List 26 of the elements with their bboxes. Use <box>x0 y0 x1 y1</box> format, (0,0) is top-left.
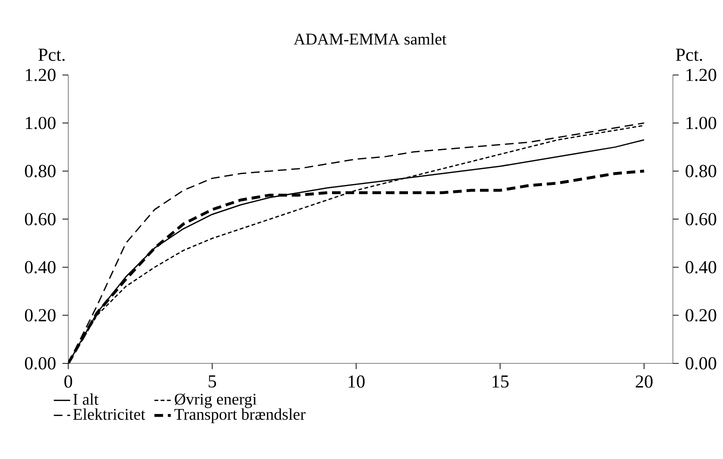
legend-label: Øvrig energi <box>174 393 257 408</box>
x-tick-label: 10 <box>348 375 365 388</box>
y-tick-label: 1.20 <box>26 68 56 81</box>
x-tick-label: 5 <box>208 375 216 388</box>
y-tick-label: 0.60 <box>24 212 56 226</box>
legend-label: Transport brændsler <box>174 408 306 423</box>
y-tick-label: 0.80 <box>24 164 56 178</box>
y2-tick-label: 0.60 <box>686 212 716 226</box>
y2-axis-title: Pct. <box>676 48 702 61</box>
chart-title: ADAM-EMMA samlet <box>294 32 446 44</box>
y2-tick-label: 1.20 <box>686 68 716 81</box>
y-tick-label: 1.00 <box>26 116 56 130</box>
legend-label: I alt <box>73 393 98 405</box>
y2-tick-label: 0.80 <box>686 164 716 178</box>
y2-tick-label: 0.40 <box>686 260 716 274</box>
y2-tick-label: 0.00 <box>686 356 716 370</box>
y-tick-label: 0.20 <box>24 308 56 322</box>
y-tick-label: 0.40 <box>24 260 56 274</box>
y2-tick-label: 1.00 <box>686 116 716 130</box>
y2-tick-label: 0.20 <box>686 308 716 322</box>
legend-label: Elektricitet <box>73 408 146 420</box>
y-axis-title: Pct. <box>38 48 65 61</box>
x-tick-label: 0 <box>64 375 72 388</box>
x-tick-label: 20 <box>636 375 653 388</box>
x-tick-label: 15 <box>492 375 509 388</box>
y-tick-label: 0.00 <box>24 356 56 370</box>
